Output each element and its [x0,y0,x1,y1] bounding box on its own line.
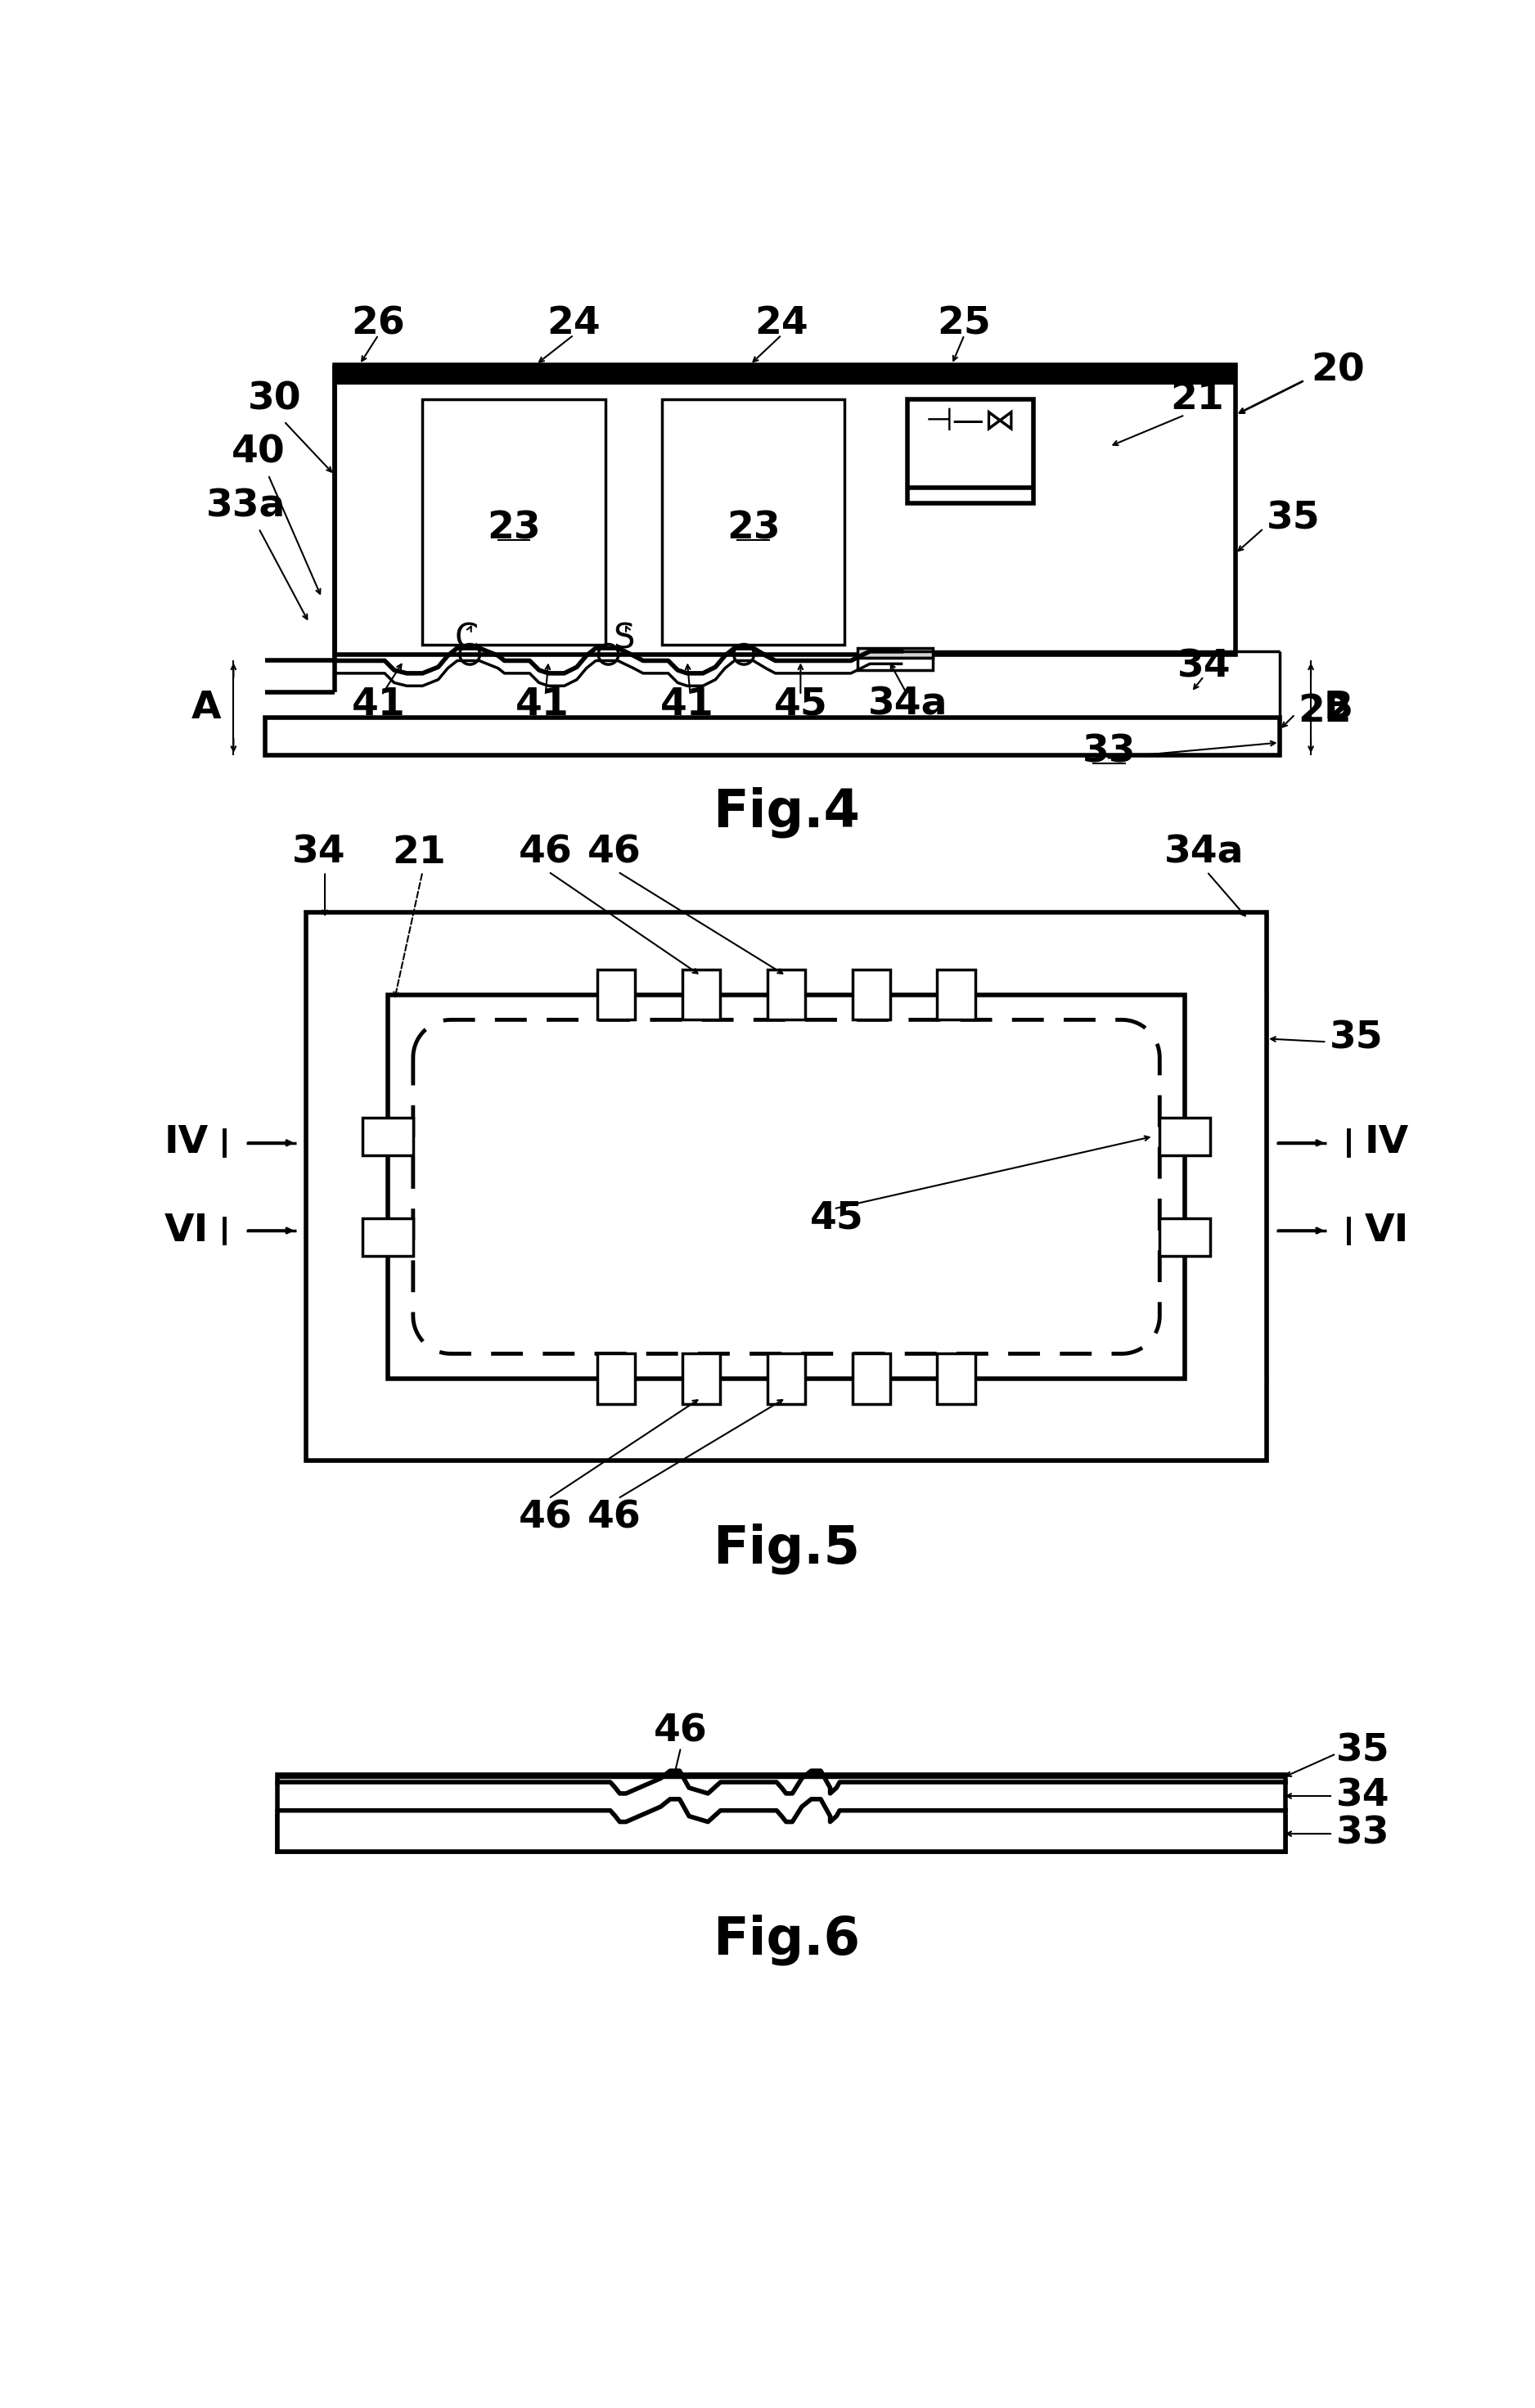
Bar [682,970,720,1019]
Text: 45: 45 [774,686,827,722]
Text: 46: 46 [588,1500,642,1536]
Text: 33a: 33a [206,489,286,525]
Bar [305,913,1266,995]
Text: 35: 35 [1329,1021,1383,1057]
Text: 30: 30 [247,380,301,417]
Text: S: S [614,621,635,655]
Bar [938,1353,975,1404]
Text: 25: 25 [938,306,992,342]
Text: IV: IV [1365,1125,1409,1161]
Text: 34: 34 [292,836,345,872]
Text: C: C [454,621,479,655]
Text: A: A [190,689,221,727]
Text: 24: 24 [546,306,600,342]
Bar [362,1218,413,1257]
Bar [266,718,1279,756]
Bar [857,648,933,657]
Bar [768,1353,804,1404]
Bar [852,970,890,1019]
Text: 34a: 34a [1164,836,1243,872]
Bar [1159,1117,1210,1156]
Bar [768,970,804,1019]
Text: 35: 35 [1266,501,1320,537]
Bar [305,1380,1266,1462]
Text: 41: 41 [660,686,714,722]
Text: 41: 41 [516,686,569,722]
Bar [852,1353,890,1404]
Text: 46: 46 [519,1500,573,1536]
Bar [1159,1218,1210,1257]
Bar [857,657,933,669]
Text: 22: 22 [1299,694,1352,730]
Text: 24: 24 [755,306,809,342]
Bar [682,1353,720,1404]
Text: 46: 46 [588,836,642,872]
Text: ⊣—⋈: ⊣—⋈ [926,405,1016,436]
Bar [335,364,1236,655]
Text: 34: 34 [1177,648,1231,686]
Text: 21: 21 [1171,380,1225,417]
Text: 45: 45 [810,1199,864,1238]
Text: B: B [1323,689,1352,727]
Text: 33: 33 [1335,1816,1389,1852]
Bar [388,995,1185,1380]
Bar [597,970,635,1019]
Text: VI: VI [1365,1211,1409,1250]
Text: 23: 23 [726,510,780,547]
Text: VI: VI [164,1211,209,1250]
Text: 46: 46 [519,836,573,872]
Bar [335,364,1236,383]
Text: 21: 21 [393,836,447,872]
Bar [1185,995,1266,1380]
Text: 46: 46 [654,1714,708,1751]
Bar [305,913,1266,1462]
Text: 35: 35 [1335,1731,1389,1770]
Text: Fig.6: Fig.6 [712,1914,861,1965]
Bar [278,1775,1286,1852]
Text: 41: 41 [352,686,405,722]
Bar [362,1117,413,1156]
Text: 34a: 34a [867,686,947,722]
Text: Fig.5: Fig.5 [714,1524,860,1575]
Bar [662,400,844,645]
Text: 23: 23 [487,510,540,547]
Text: 40: 40 [232,433,286,472]
Bar [278,1816,1286,1852]
Text: 34: 34 [1335,1777,1389,1813]
Bar [938,970,975,1019]
Text: 20: 20 [1311,352,1365,390]
Bar [422,400,605,645]
Bar [907,400,1033,503]
Text: 26: 26 [352,306,405,342]
Text: 33: 33 [1082,734,1136,771]
Text: IV: IV [164,1125,209,1161]
Bar [597,1353,635,1404]
Text: Fig.4: Fig.4 [714,787,860,838]
Bar [305,995,388,1380]
